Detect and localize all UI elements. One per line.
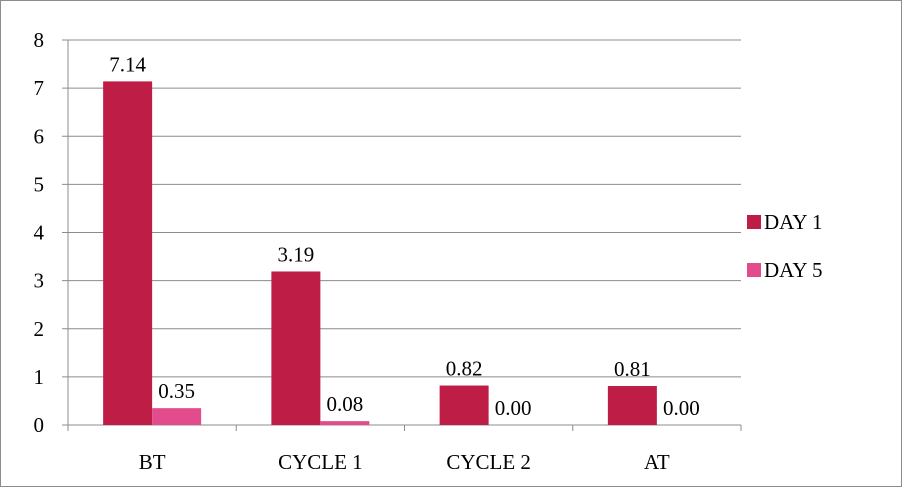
data-label: 0.81 bbox=[614, 357, 651, 381]
y-tick-label: 6 bbox=[34, 124, 45, 148]
data-label: 0.08 bbox=[327, 392, 364, 416]
bars bbox=[103, 81, 657, 425]
bar-day-1 bbox=[439, 385, 489, 425]
gridlines bbox=[68, 39, 741, 378]
bar-day-1 bbox=[607, 386, 657, 425]
data-label: 0.82 bbox=[446, 357, 483, 381]
legend: DAY 1 DAY 5 bbox=[747, 210, 823, 282]
x-tick-label: AT bbox=[644, 450, 670, 474]
bar-day-5 bbox=[320, 421, 370, 425]
y-tick-label: 2 bbox=[34, 317, 45, 341]
y-tick-label: 1 bbox=[34, 365, 45, 389]
y-tick-label: 5 bbox=[34, 172, 45, 196]
x-tick-label: CYCLE 1 bbox=[278, 450, 363, 474]
data-label: 0.00 bbox=[663, 396, 700, 420]
legend-label: DAY 1 bbox=[764, 210, 823, 234]
bar-day-5 bbox=[152, 408, 202, 425]
y-tick-label: 3 bbox=[34, 269, 45, 293]
x-tick-label: CYCLE 2 bbox=[446, 450, 531, 474]
data-labels: 7.14 0.35 3.19 0.08 0.82 0.00 0.81 0.00 bbox=[109, 52, 700, 420]
legend-label: DAY 5 bbox=[764, 258, 823, 282]
bar-day-1 bbox=[271, 271, 321, 425]
y-tick-label: 7 bbox=[34, 76, 45, 100]
bar-day-1 bbox=[103, 81, 153, 425]
x-tick-label: BT bbox=[139, 450, 166, 474]
tick-labels: 0 1 2 3 4 5 6 7 8 BT CYCLE 1 CYCLE 2 AT bbox=[34, 28, 670, 474]
data-label: 3.19 bbox=[278, 242, 315, 266]
data-label: 0.00 bbox=[495, 396, 532, 420]
y-tick-label: 8 bbox=[34, 28, 45, 52]
legend-swatch-day-1 bbox=[747, 215, 761, 229]
y-tick-label: 4 bbox=[34, 221, 45, 245]
y-tick-label: 0 bbox=[34, 413, 45, 437]
data-label: 7.14 bbox=[109, 52, 146, 76]
legend-swatch-day-5 bbox=[747, 263, 761, 277]
data-label: 0.35 bbox=[158, 379, 195, 403]
